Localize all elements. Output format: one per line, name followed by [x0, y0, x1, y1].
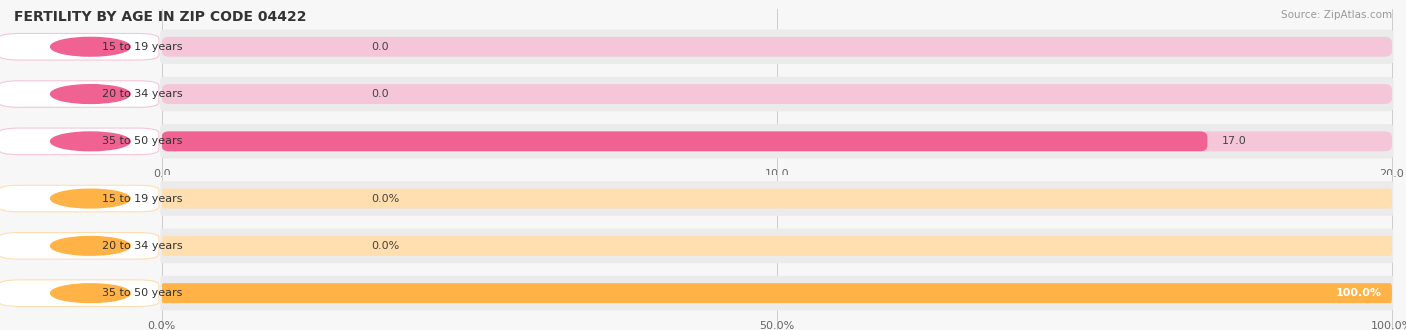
Text: 15 to 19 years: 15 to 19 years	[103, 42, 183, 52]
FancyBboxPatch shape	[160, 124, 1393, 159]
FancyBboxPatch shape	[162, 283, 1392, 303]
Text: 20 to 34 years: 20 to 34 years	[103, 89, 183, 99]
FancyBboxPatch shape	[160, 77, 1393, 111]
FancyBboxPatch shape	[162, 37, 1392, 57]
Text: 100.0%: 100.0%	[1336, 288, 1382, 298]
FancyBboxPatch shape	[160, 29, 1393, 64]
Text: 35 to 50 years: 35 to 50 years	[103, 136, 183, 146]
Text: FERTILITY BY AGE IN ZIP CODE 04422: FERTILITY BY AGE IN ZIP CODE 04422	[14, 10, 307, 24]
Text: 35 to 50 years: 35 to 50 years	[103, 288, 183, 298]
Text: 0.0: 0.0	[371, 42, 388, 52]
FancyBboxPatch shape	[162, 131, 1208, 151]
Text: 20 to 34 years: 20 to 34 years	[103, 241, 183, 251]
Text: 0.0: 0.0	[371, 89, 388, 99]
FancyBboxPatch shape	[160, 229, 1393, 263]
FancyBboxPatch shape	[162, 236, 1392, 256]
Text: 0.0%: 0.0%	[371, 241, 399, 251]
Text: 15 to 19 years: 15 to 19 years	[103, 194, 183, 204]
FancyBboxPatch shape	[162, 189, 1392, 209]
Text: Source: ZipAtlas.com: Source: ZipAtlas.com	[1281, 10, 1392, 20]
FancyBboxPatch shape	[160, 276, 1393, 311]
FancyBboxPatch shape	[162, 84, 1392, 104]
Text: 0.0%: 0.0%	[371, 194, 399, 204]
FancyBboxPatch shape	[162, 131, 1392, 151]
Text: 17.0: 17.0	[1222, 136, 1247, 146]
FancyBboxPatch shape	[162, 283, 1392, 303]
FancyBboxPatch shape	[160, 181, 1393, 216]
